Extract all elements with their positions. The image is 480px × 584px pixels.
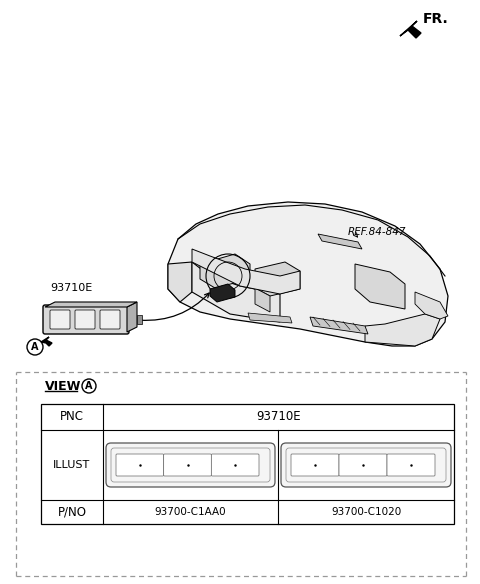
Polygon shape <box>355 264 405 309</box>
Polygon shape <box>41 337 52 346</box>
Text: ILLUST: ILLUST <box>53 460 91 470</box>
Text: FR.: FR. <box>423 12 449 26</box>
Text: A: A <box>31 342 39 352</box>
Text: PNC: PNC <box>60 411 84 423</box>
FancyBboxPatch shape <box>50 310 70 329</box>
FancyBboxPatch shape <box>116 454 164 476</box>
FancyBboxPatch shape <box>281 443 451 487</box>
Polygon shape <box>400 21 421 38</box>
FancyBboxPatch shape <box>100 310 120 329</box>
Polygon shape <box>255 288 270 312</box>
Text: 93710E: 93710E <box>50 283 92 293</box>
FancyBboxPatch shape <box>137 315 142 324</box>
Polygon shape <box>365 314 440 346</box>
FancyBboxPatch shape <box>164 454 211 476</box>
Polygon shape <box>168 262 192 302</box>
FancyBboxPatch shape <box>387 454 435 476</box>
FancyBboxPatch shape <box>339 454 387 476</box>
Text: P/NO: P/NO <box>58 506 86 519</box>
Polygon shape <box>45 302 137 307</box>
Polygon shape <box>255 262 300 296</box>
FancyBboxPatch shape <box>106 443 275 487</box>
Polygon shape <box>192 249 300 294</box>
FancyBboxPatch shape <box>75 310 95 329</box>
Polygon shape <box>168 202 448 346</box>
Polygon shape <box>127 302 137 332</box>
FancyBboxPatch shape <box>291 454 339 476</box>
FancyBboxPatch shape <box>43 305 129 334</box>
Text: A: A <box>85 381 93 391</box>
Text: 93700-C1020: 93700-C1020 <box>331 507 401 517</box>
Polygon shape <box>415 292 448 319</box>
FancyBboxPatch shape <box>211 454 259 476</box>
Polygon shape <box>248 313 292 323</box>
Text: VIEW: VIEW <box>45 380 82 393</box>
Polygon shape <box>200 254 250 288</box>
Polygon shape <box>318 234 362 249</box>
Text: REF.84-847: REF.84-847 <box>348 227 407 237</box>
Text: 93710E: 93710E <box>256 411 301 423</box>
Text: 93700-C1AA0: 93700-C1AA0 <box>155 507 226 517</box>
Polygon shape <box>310 317 368 334</box>
Polygon shape <box>192 262 280 322</box>
Polygon shape <box>210 284 235 302</box>
